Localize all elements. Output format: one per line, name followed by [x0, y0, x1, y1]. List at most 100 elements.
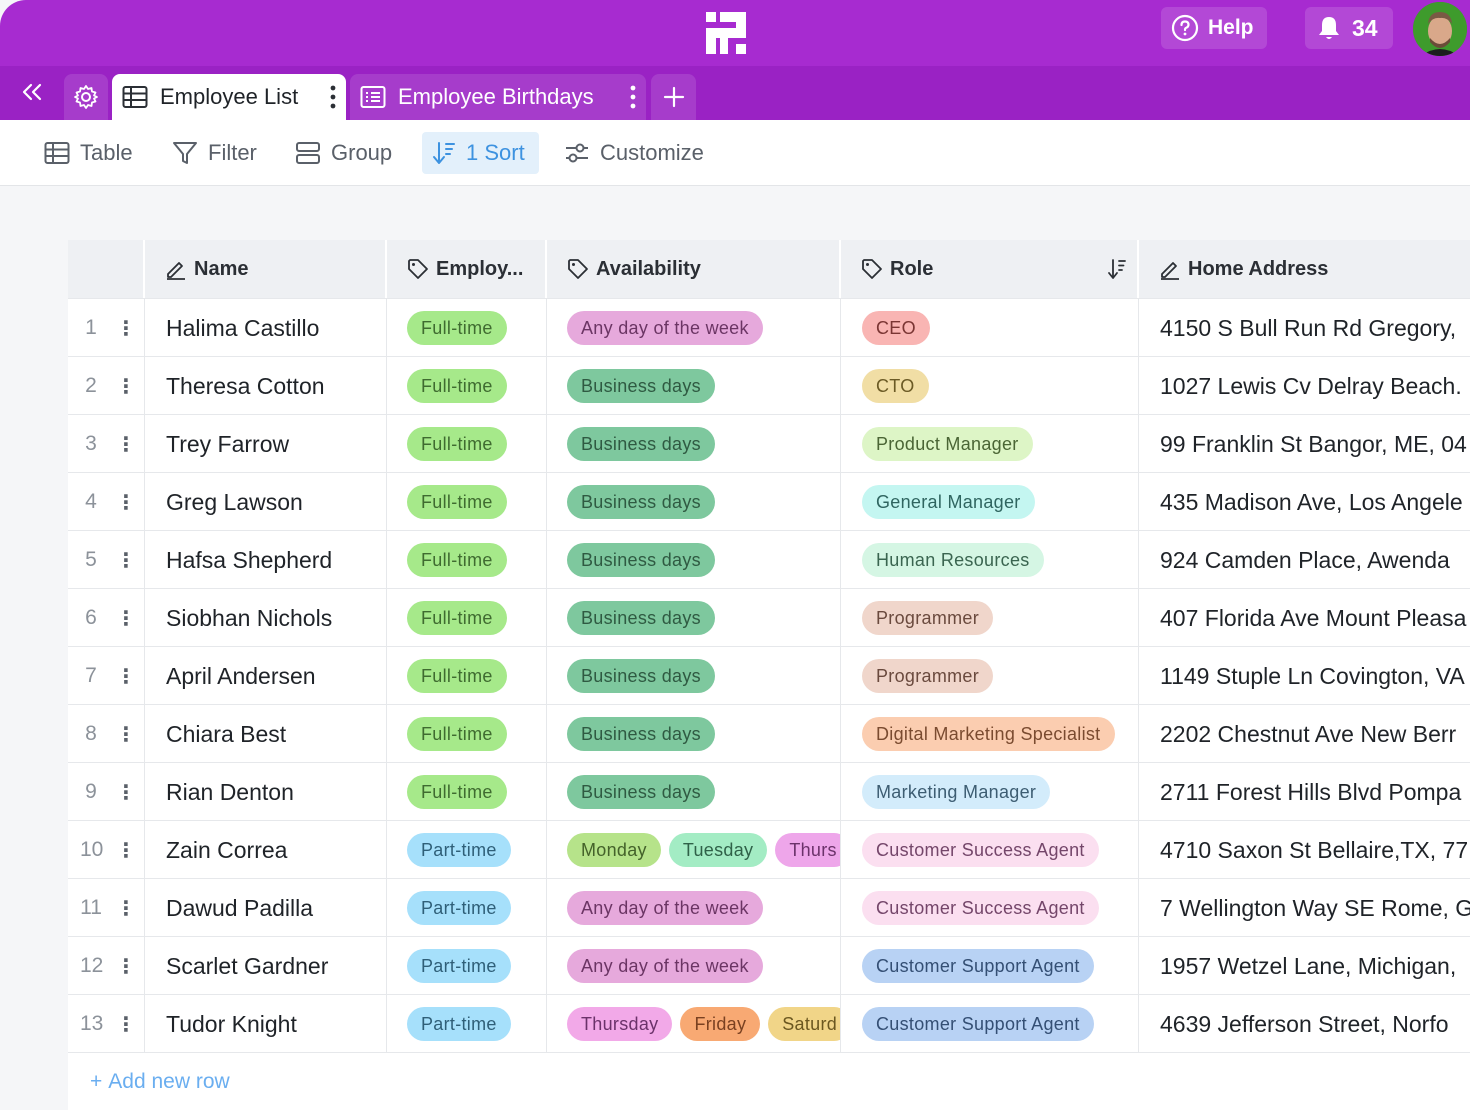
- table-row[interactable]: 9 ⋮ Rian Denton Full-time Business days Marke…: [68, 762, 1470, 821]
- row-number-cell[interactable]: 11 ⋮: [68, 879, 145, 937]
- column-header-role[interactable]: Role: [841, 240, 1139, 298]
- tag-pill[interactable]: Any day of the week: [567, 311, 763, 345]
- row-menu-icon[interactable]: ⋮: [116, 723, 136, 746]
- table-row[interactable]: 10 ⋮ Zain Correa Part-time Monday Tuesday Thur…: [68, 820, 1470, 879]
- availability-cell[interactable]: Business days: [547, 705, 841, 763]
- tag-pill[interactable]: Full-time: [407, 369, 507, 403]
- tag-pill[interactable]: Full-time: [407, 775, 507, 809]
- home-address-cell[interactable]: 7 Wellington Way SE Rome, G: [1160, 894, 1470, 921]
- kebab-menu-icon[interactable]: [330, 85, 336, 109]
- row-menu-icon[interactable]: ⋮: [116, 665, 136, 688]
- tag-pill[interactable]: Full-time: [407, 601, 507, 635]
- tag-pill[interactable]: Full-time: [407, 427, 507, 461]
- row-menu-icon[interactable]: ⋮: [116, 491, 136, 514]
- row-number-cell[interactable]: 2 ⋮: [68, 357, 145, 415]
- home-address-cell[interactable]: 2711 Forest Hills Blvd Pompa: [1160, 778, 1462, 805]
- tag-pill[interactable]: Full-time: [407, 311, 507, 345]
- employment-cell[interactable]: Full-time: [387, 763, 547, 821]
- tag-pill[interactable]: Full-time: [407, 659, 507, 693]
- table-row[interactable]: 6 ⋮ Siobhan Nichols Full-time Business days P…: [68, 588, 1470, 647]
- tag-pill[interactable]: Programmer: [862, 601, 994, 635]
- row-menu-icon[interactable]: ⋮: [116, 781, 136, 804]
- employment-cell[interactable]: Full-time: [387, 531, 547, 589]
- tag-pill[interactable]: Customer Success Agent: [862, 833, 1099, 867]
- role-cell[interactable]: Customer Support Agent: [841, 937, 1139, 995]
- table-row[interactable]: 3 ⋮ Trey Farrow Full-time Business days Produ…: [68, 414, 1470, 473]
- tab-employee-list[interactable]: Employee List: [112, 74, 346, 120]
- availability-cell[interactable]: Business days: [547, 531, 841, 589]
- role-cell[interactable]: Marketing Manager: [841, 763, 1139, 821]
- tag-pill[interactable]: Part-time: [407, 1007, 511, 1041]
- employment-cell[interactable]: Part-time: [387, 937, 547, 995]
- tag-pill[interactable]: Business days: [567, 601, 715, 635]
- tag-pill[interactable]: Full-time: [407, 543, 507, 577]
- row-number-cell[interactable]: 12 ⋮: [68, 937, 145, 995]
- row-menu-icon[interactable]: ⋮: [116, 433, 136, 456]
- user-avatar[interactable]: [1413, 2, 1467, 56]
- table-row[interactable]: 1 ⋮ Halima Castillo Full-time Any day of the…: [68, 298, 1470, 357]
- add-tab-button[interactable]: [651, 74, 696, 120]
- name-cell[interactable]: Tudor Knight: [145, 995, 387, 1053]
- name-cell[interactable]: Chiara Best: [145, 705, 387, 763]
- notifications-button[interactable]: 34: [1305, 7, 1393, 49]
- availability-cell[interactable]: Business days: [547, 763, 841, 821]
- role-cell[interactable]: General Manager: [841, 473, 1139, 531]
- employment-cell[interactable]: Full-time: [387, 415, 547, 473]
- role-cell[interactable]: Digital Marketing Specialist: [841, 705, 1139, 763]
- home-address-cell[interactable]: 1149 Stuple Ln Covington, VA: [1160, 662, 1465, 689]
- tag-pill[interactable]: Business days: [567, 717, 715, 751]
- column-header-home-address[interactable]: Home Address: [1139, 240, 1470, 298]
- tag-pill[interactable]: Customer Support Agent: [862, 1007, 1094, 1041]
- filter-button[interactable]: Filter: [162, 132, 267, 174]
- row-number-cell[interactable]: 6 ⋮: [68, 589, 145, 647]
- tag-pill[interactable]: Thurs: [775, 833, 840, 867]
- availability-cell[interactable]: Thursday Friday Saturd: [547, 995, 841, 1053]
- sort-descending-icon[interactable]: [1107, 258, 1127, 280]
- tag-pill[interactable]: Part-time: [407, 833, 511, 867]
- tag-pill[interactable]: General Manager: [862, 485, 1035, 519]
- availability-cell[interactable]: Any day of the week: [547, 937, 841, 995]
- row-number-cell[interactable]: 3 ⋮: [68, 415, 145, 473]
- group-button[interactable]: Group: [285, 132, 402, 174]
- tag-pill[interactable]: Part-time: [407, 949, 511, 983]
- row-number-cell[interactable]: 9 ⋮: [68, 763, 145, 821]
- table-row[interactable]: 12 ⋮ Scarlet Gardner Part-time Any day of th…: [68, 936, 1470, 995]
- employment-cell[interactable]: Part-time: [387, 821, 547, 879]
- row-number-cell[interactable]: 5 ⋮: [68, 531, 145, 589]
- tag-pill[interactable]: Digital Marketing Specialist: [862, 717, 1115, 751]
- home-address-cell[interactable]: 4150 S Bull Run Rd Gregory,: [1160, 314, 1457, 341]
- home-address-cell[interactable]: 2202 Chestnut Ave New Berr: [1160, 720, 1457, 747]
- column-header-name[interactable]: Name: [145, 240, 387, 298]
- name-cell[interactable]: April Andersen: [145, 647, 387, 705]
- row-number-cell[interactable]: 10 ⋮: [68, 821, 145, 879]
- home-address-cell[interactable]: 1027 Lewis Cv Delray Beach.: [1160, 372, 1462, 399]
- availability-cell[interactable]: Monday Tuesday Thurs: [547, 821, 841, 879]
- kebab-menu-icon[interactable]: [630, 85, 636, 109]
- tag-pill[interactable]: Business days: [567, 427, 715, 461]
- availability-cell[interactable]: Business days: [547, 415, 841, 473]
- tag-pill[interactable]: Customer Support Agent: [862, 949, 1094, 983]
- row-menu-icon[interactable]: ⋮: [116, 549, 136, 572]
- tag-pill[interactable]: Business days: [567, 369, 715, 403]
- name-cell[interactable]: Trey Farrow: [145, 415, 387, 473]
- help-button[interactable]: Help: [1161, 7, 1267, 49]
- employment-cell[interactable]: Full-time: [387, 705, 547, 763]
- tag-pill[interactable]: Human Resources: [862, 543, 1044, 577]
- row-menu-icon[interactable]: ⋮: [116, 1013, 136, 1036]
- employment-cell[interactable]: Full-time: [387, 473, 547, 531]
- role-cell[interactable]: Human Resources: [841, 531, 1139, 589]
- tag-pill[interactable]: CEO: [862, 311, 930, 345]
- home-address-cell[interactable]: 435 Madison Ave, Los Angele: [1160, 488, 1463, 515]
- name-cell[interactable]: Dawud Padilla: [145, 879, 387, 937]
- table-row[interactable]: 4 ⋮ Greg Lawson Full-time Business days Gener…: [68, 472, 1470, 531]
- table-row[interactable]: 7 ⋮ April Andersen Full-time Business days Pr…: [68, 646, 1470, 705]
- home-address-cell[interactable]: 924 Camden Place, Awenda: [1160, 546, 1450, 573]
- settings-button[interactable]: [64, 74, 108, 120]
- table-row[interactable]: 2 ⋮ Theresa Cotton Full-time Business days CT…: [68, 356, 1470, 415]
- tag-pill[interactable]: Business days: [567, 485, 715, 519]
- table-row[interactable]: 11 ⋮ Dawud Padilla Part-time Any day of the …: [68, 878, 1470, 937]
- tag-pill[interactable]: Friday: [680, 1007, 761, 1041]
- availability-cell[interactable]: Business days: [547, 647, 841, 705]
- employment-cell[interactable]: Part-time: [387, 995, 547, 1053]
- row-number-cell[interactable]: 4 ⋮: [68, 473, 145, 531]
